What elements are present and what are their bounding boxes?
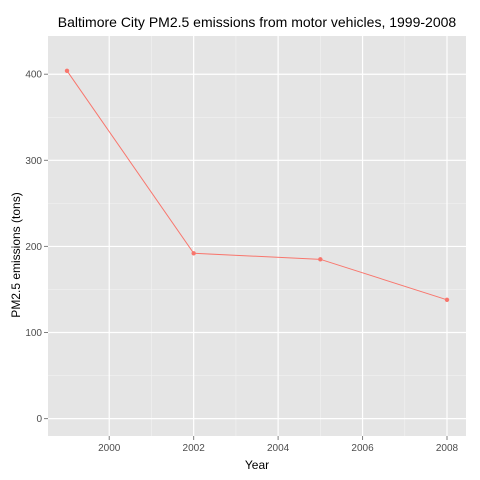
chart-title: Baltimore City PM2.5 emissions from moto… [58,14,457,30]
x-tick-label: 2004 [267,443,290,454]
data-point [445,298,449,302]
data-point [65,69,69,73]
data-point [191,251,195,255]
x-tick-label: 2006 [351,443,374,454]
x-tick-label: 2002 [183,443,206,454]
x-tick-label: 2008 [436,443,459,454]
y-axis-title: PM2.5 emissions (tons) [9,192,23,317]
x-tick-label: 2000 [98,443,121,454]
y-tick-label: 0 [36,414,42,425]
y-tick-label: 400 [25,70,42,81]
y-tick-label: 200 [25,242,42,253]
x-axis-title: Year [245,458,269,472]
plot-panel [48,36,466,436]
data-point [318,257,322,261]
y-tick-label: 300 [25,156,42,167]
y-tick-label: 100 [25,328,42,339]
